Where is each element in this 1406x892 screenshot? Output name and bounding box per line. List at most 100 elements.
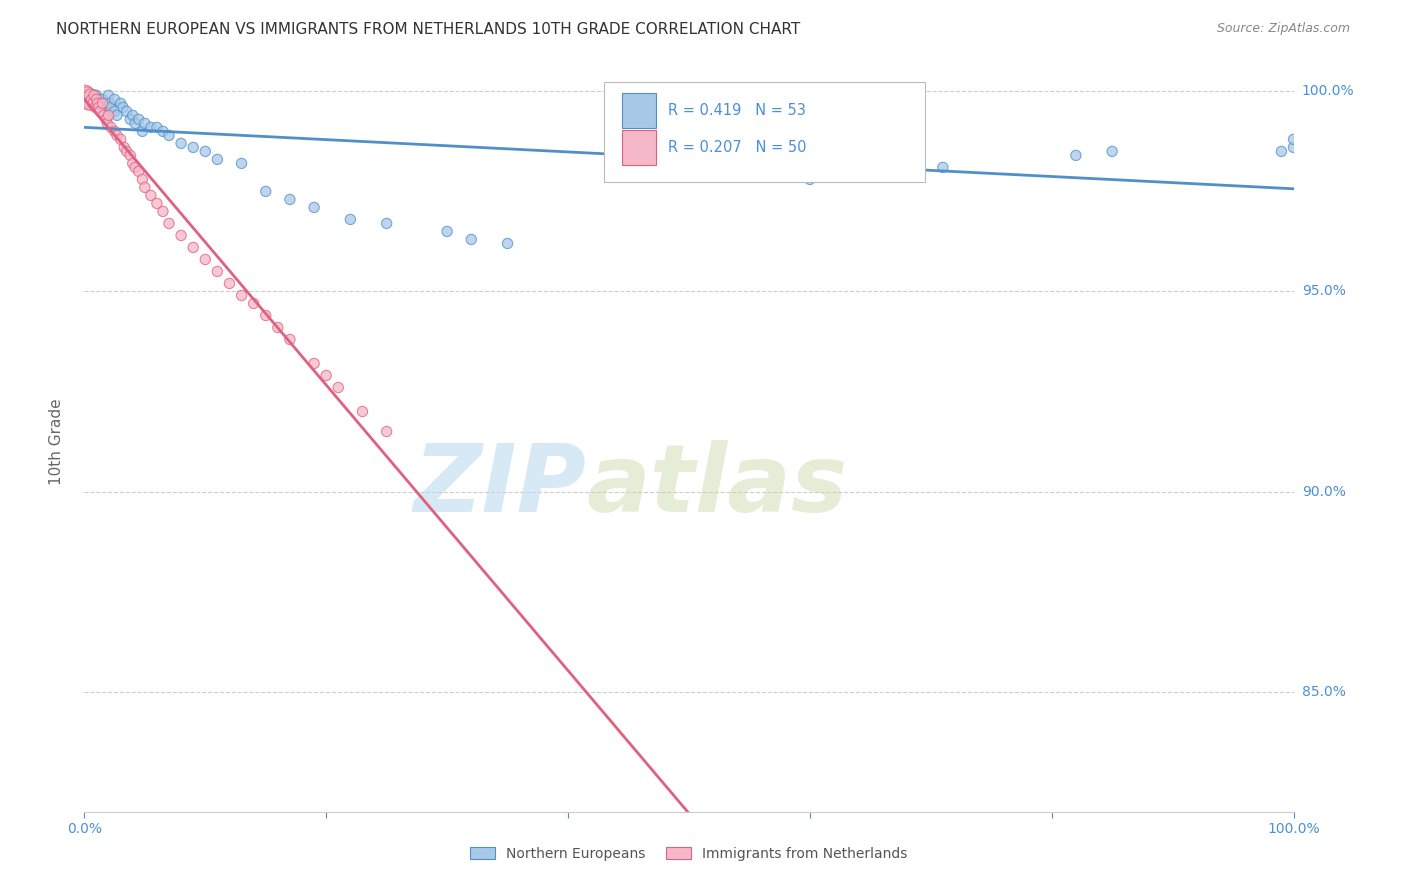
Point [254,185,277,199]
Point [128,164,150,178]
Point [86,88,108,103]
FancyBboxPatch shape [623,130,657,165]
Point [302,357,325,371]
Point [231,156,253,170]
Point [96,116,118,130]
Point [77,96,100,111]
Point [77,92,100,106]
Point [823,169,845,183]
Point [134,116,156,130]
Point [207,153,229,167]
Point [104,124,127,138]
Point [139,188,162,202]
Point [231,288,253,302]
Point [86,92,108,106]
Point [254,309,277,323]
FancyBboxPatch shape [623,93,657,128]
Text: R = 0.419   N = 53: R = 0.419 N = 53 [668,103,806,118]
Point [436,224,458,238]
Point [105,108,128,122]
Legend: Northern Europeans, Immigrants from Netherlands: Northern Europeans, Immigrants from Neth… [463,839,915,868]
Text: R = 0.207   N = 50: R = 0.207 N = 50 [668,140,807,155]
Point [218,277,240,291]
Point [110,132,132,146]
Point [91,92,114,106]
Point [73,88,96,103]
Point [112,100,135,114]
Y-axis label: 10th Grade: 10th Grade [49,398,63,485]
Point [120,112,142,127]
Point [87,100,110,114]
Point [87,92,110,106]
Text: Source: ZipAtlas.com: Source: ZipAtlas.com [1216,22,1350,36]
Point [84,100,107,114]
Point [207,264,229,278]
Point [89,96,111,111]
Point [115,104,138,119]
Point [76,88,98,103]
Point [339,212,361,227]
Point [460,232,482,246]
Point [128,112,150,127]
Point [278,333,301,347]
Point [79,88,101,103]
Point [124,161,146,175]
Point [1064,148,1087,162]
Text: 85.0%: 85.0% [1302,685,1346,698]
Point [82,96,104,111]
Point [375,216,398,230]
Point [93,108,115,122]
Point [170,228,193,243]
FancyBboxPatch shape [605,82,925,183]
Point [302,201,325,215]
Point [110,96,132,111]
Text: 95.0%: 95.0% [1302,285,1346,299]
Text: 100.0%: 100.0% [1302,85,1354,98]
Point [131,124,153,138]
Point [97,88,120,103]
Point [496,236,519,251]
Point [859,164,882,178]
Point [194,145,217,159]
Point [1270,145,1292,159]
Point [157,216,180,230]
Point [799,172,821,186]
Point [375,425,398,439]
Point [75,92,97,106]
Point [139,120,162,135]
Point [112,140,135,154]
Point [315,368,337,383]
Point [932,161,955,175]
Point [146,120,169,135]
Point [181,140,204,154]
Point [82,88,104,103]
Point [120,148,142,162]
Point [77,92,100,106]
Point [1282,132,1305,146]
Point [157,128,180,143]
Point [100,120,122,135]
Point [242,296,264,310]
Point [94,112,117,127]
Point [181,240,204,254]
Point [79,96,101,111]
Point [104,104,127,119]
Point [278,193,301,207]
Point [194,252,217,267]
Point [93,100,115,114]
Point [89,104,111,119]
Point [115,145,138,159]
Text: 90.0%: 90.0% [1302,484,1346,499]
Text: NORTHERN EUROPEAN VS IMMIGRANTS FROM NETHERLANDS 10TH GRADE CORRELATION CHART: NORTHERN EUROPEAN VS IMMIGRANTS FROM NET… [56,22,800,37]
Point [83,92,105,106]
Point [267,320,290,334]
Point [121,108,143,122]
Text: ZIP: ZIP [413,440,586,532]
Point [80,92,103,106]
Point [83,88,105,103]
Point [104,92,127,106]
Point [131,172,153,186]
Point [124,116,146,130]
Point [86,96,108,111]
Point [105,128,128,143]
